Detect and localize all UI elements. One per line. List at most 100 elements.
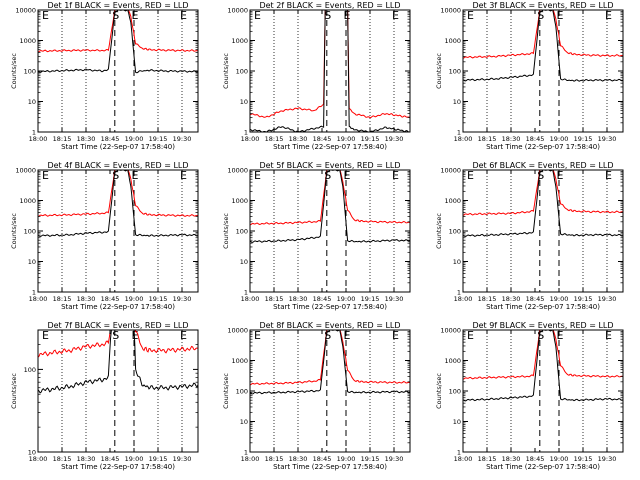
x-tick-label: 19:00 xyxy=(550,295,569,303)
marker-label: S xyxy=(324,329,331,342)
y-tick-label: 1 xyxy=(32,129,36,137)
x-tick-label: 18:15 xyxy=(265,455,284,463)
x-tick-label: 19:15 xyxy=(149,135,168,143)
x-tick-label: 18:30 xyxy=(77,135,96,143)
marker-label: S xyxy=(324,169,331,182)
x-tick-label: 18:30 xyxy=(502,295,521,303)
x-tick-label: 19:15 xyxy=(574,455,593,463)
x-tick-label: 18:00 xyxy=(454,295,473,303)
panel-title: Det 8f BLACK = Events, RED = LLD xyxy=(259,321,400,330)
x-tick-label: 18:45 xyxy=(526,295,545,303)
series-line xyxy=(250,10,410,132)
x-axis-label: Start Time (22-Sep-07 17:58:40) xyxy=(61,303,175,311)
y-tick-label: 1000 xyxy=(19,37,36,45)
y-tick-label: 1 xyxy=(457,449,461,457)
y-axis-label: Counts/sec xyxy=(435,53,443,89)
marker-label: E xyxy=(180,329,187,342)
marker-label: E xyxy=(344,169,351,182)
x-tick-label: 19:00 xyxy=(125,455,144,463)
x-axis-label: Start Time (22-Sep-07 17:58:40) xyxy=(486,463,600,471)
x-tick-label: 18:45 xyxy=(313,295,332,303)
series-line xyxy=(463,170,623,216)
x-tick-label: 19:15 xyxy=(574,135,593,143)
y-tick-label: 1 xyxy=(457,129,461,137)
x-tick-label: 19:30 xyxy=(385,455,404,463)
x-tick-label: 18:45 xyxy=(313,135,332,143)
y-axis-label: Counts/sec xyxy=(435,213,443,249)
x-axis-label: Start Time (22-Sep-07 17:58:40) xyxy=(273,143,387,151)
x-tick-label: 19:30 xyxy=(173,295,192,303)
x-tick-label: 18:45 xyxy=(101,295,120,303)
marker-label: E xyxy=(344,329,351,342)
series-line xyxy=(38,170,198,217)
x-axis-label: Start Time (22-Sep-07 17:58:40) xyxy=(486,143,600,151)
series-group xyxy=(250,330,410,395)
panel-title: Det 3f BLACK = Events, RED = LLD xyxy=(472,1,613,10)
y-tick-label: 1000 xyxy=(444,37,461,45)
y-tick-label: 100 xyxy=(24,366,36,374)
panel-title: Det 9f BLACK = Events, RED = LLD xyxy=(472,321,613,330)
marker-label: E xyxy=(392,329,399,342)
marker-label: E xyxy=(605,329,612,342)
y-tick-label: 100 xyxy=(236,68,248,76)
y-tick-label: 100 xyxy=(236,228,248,236)
x-tick-label: 19:00 xyxy=(337,295,356,303)
panel-title: Det 2f BLACK = Events, RED = LLD xyxy=(259,1,400,10)
y-tick-label: 1 xyxy=(32,289,36,297)
marker-label: S xyxy=(537,9,544,22)
x-tick-label: 19:30 xyxy=(173,455,192,463)
series-group xyxy=(38,170,198,238)
series-line xyxy=(463,10,623,82)
series-line xyxy=(463,170,623,238)
series-group xyxy=(38,10,198,74)
x-tick-label: 18:15 xyxy=(478,455,497,463)
x-axis-label: Start Time (22-Sep-07 17:58:40) xyxy=(61,463,175,471)
x-axis-label: Start Time (22-Sep-07 17:58:40) xyxy=(486,303,600,311)
y-axis-label: Counts/sec xyxy=(222,213,230,249)
x-tick-label: 19:00 xyxy=(337,455,356,463)
x-tick-label: 18:00 xyxy=(29,295,48,303)
x-tick-label: 18:30 xyxy=(502,135,521,143)
marker-label: E xyxy=(42,329,49,342)
series-line xyxy=(250,330,410,386)
y-tick-label: 100 xyxy=(449,228,461,236)
marker-label: S xyxy=(112,9,119,22)
y-tick-label: 10 xyxy=(28,98,36,106)
panel-title: Det 5f BLACK = Events, RED = LLD xyxy=(259,161,400,170)
x-tick-label: 19:30 xyxy=(173,135,192,143)
x-tick-label: 18:15 xyxy=(53,135,72,143)
x-tick-label: 18:30 xyxy=(77,455,96,463)
y-tick-label: 100 xyxy=(24,228,36,236)
panel-title: Det 6f BLACK = Events, RED = LLD xyxy=(472,161,613,170)
marker-label: E xyxy=(344,9,351,22)
marker-label: E xyxy=(557,9,564,22)
x-axis-label: Start Time (22-Sep-07 17:58:40) xyxy=(61,143,175,151)
y-tick-label: 1000 xyxy=(19,197,36,205)
x-tick-label: 19:15 xyxy=(149,455,168,463)
series-line xyxy=(38,10,198,74)
series-group xyxy=(463,10,623,82)
marker-label: E xyxy=(557,329,564,342)
series-line xyxy=(250,10,410,119)
series-group xyxy=(463,330,623,402)
marker-label: E xyxy=(180,169,187,182)
y-tick-label: 10 xyxy=(240,258,248,266)
series-group xyxy=(250,10,410,132)
y-tick-label: 10000 xyxy=(227,327,248,335)
series-line xyxy=(38,10,198,53)
y-tick-label: 10 xyxy=(28,449,36,457)
x-tick-label: 18:00 xyxy=(29,135,48,143)
series-line xyxy=(250,170,410,243)
x-axis-label: Start Time (22-Sep-07 17:58:40) xyxy=(273,463,387,471)
y-tick-label: 10000 xyxy=(15,7,36,15)
x-tick-label: 18:15 xyxy=(265,295,284,303)
x-tick-label: 18:15 xyxy=(478,295,497,303)
x-tick-label: 18:45 xyxy=(101,455,120,463)
x-tick-label: 18:45 xyxy=(313,455,332,463)
